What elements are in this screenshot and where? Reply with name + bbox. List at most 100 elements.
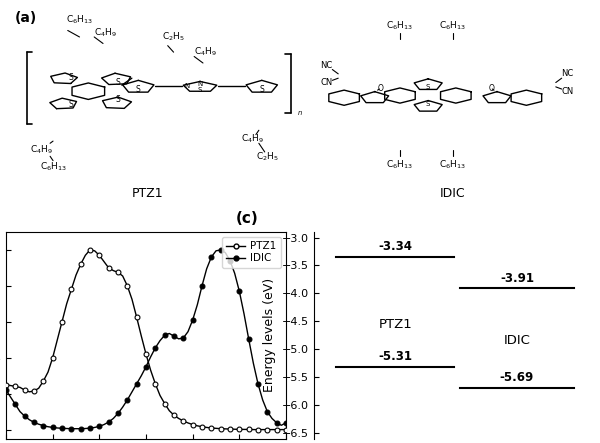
IDIC (152, 345, 159, 350)
IDIC (77, 426, 84, 431)
PTZ1 (2, 382, 10, 387)
Text: CN: CN (562, 87, 574, 96)
PTZ1 (170, 412, 178, 418)
Line: PTZ1: PTZ1 (4, 248, 289, 432)
IDIC (161, 333, 168, 338)
PTZ1 (40, 378, 47, 384)
IDIC (68, 426, 75, 431)
IDIC (226, 258, 233, 263)
IDIC (40, 423, 47, 428)
IDIC (142, 364, 149, 369)
Text: C$_4$H$_9$: C$_4$H$_9$ (241, 133, 265, 145)
IDIC (2, 387, 10, 392)
Text: C$_6$H$_{13}$: C$_6$H$_{13}$ (439, 20, 466, 32)
Text: S: S (116, 78, 121, 87)
PTZ1 (217, 426, 224, 431)
PTZ1 (189, 422, 196, 427)
IDIC (273, 420, 280, 425)
Text: S: S (136, 85, 140, 94)
Text: S: S (116, 95, 121, 105)
PTZ1 (49, 355, 56, 360)
IDIC (58, 426, 65, 431)
Text: C$_4$H$_9$: C$_4$H$_9$ (194, 46, 217, 58)
Text: N: N (184, 83, 190, 89)
IDIC (170, 334, 178, 339)
Y-axis label: Energy levels (eV): Energy levels (eV) (263, 278, 277, 392)
Text: CN: CN (320, 78, 332, 87)
PTZ1 (12, 384, 19, 389)
IDIC (208, 254, 215, 260)
Text: N: N (197, 81, 203, 87)
IDIC (189, 317, 196, 323)
Text: C$_6$H$_{13}$: C$_6$H$_{13}$ (386, 159, 413, 171)
IDIC (49, 425, 56, 430)
Text: NC: NC (562, 70, 574, 78)
Text: -5.69: -5.69 (500, 371, 534, 385)
PTZ1 (142, 351, 149, 357)
PTZ1 (236, 427, 243, 432)
IDIC (86, 425, 94, 431)
PTZ1 (115, 270, 122, 275)
Text: C$_6$H$_{13}$: C$_6$H$_{13}$ (40, 161, 67, 173)
Text: PTZ1: PTZ1 (379, 318, 412, 330)
Text: PTZ1: PTZ1 (131, 187, 163, 200)
IDIC (105, 420, 112, 425)
Text: O: O (377, 84, 383, 93)
PTZ1 (199, 424, 206, 429)
IDIC (236, 288, 243, 294)
IDIC (254, 381, 262, 386)
PTZ1 (133, 315, 140, 320)
Text: (c): (c) (236, 211, 259, 226)
IDIC (283, 420, 290, 425)
PTZ1 (264, 427, 271, 432)
PTZ1 (283, 427, 290, 432)
Text: S: S (68, 101, 73, 109)
Text: C$_6$H$_{13}$: C$_6$H$_{13}$ (439, 159, 466, 171)
PTZ1 (245, 427, 252, 432)
PTZ1 (254, 427, 262, 432)
PTZ1 (21, 387, 28, 392)
PTZ1 (58, 319, 65, 324)
Text: S: S (426, 84, 430, 90)
Text: S: S (198, 87, 202, 93)
PTZ1 (152, 381, 159, 386)
PTZ1 (161, 401, 168, 406)
Text: S: S (259, 85, 264, 94)
Text: O: O (488, 84, 494, 93)
Line: IDIC: IDIC (4, 248, 289, 431)
IDIC (180, 335, 187, 341)
PTZ1 (31, 389, 38, 394)
Text: C$_4$H$_9$: C$_4$H$_9$ (94, 27, 118, 39)
IDIC (31, 420, 38, 425)
IDIC (245, 336, 252, 342)
Text: IDIC: IDIC (503, 334, 530, 347)
PTZ1 (68, 287, 75, 292)
PTZ1 (124, 283, 131, 288)
Text: S: S (426, 101, 430, 107)
PTZ1 (86, 247, 94, 253)
Text: -5.31: -5.31 (378, 350, 412, 363)
IDIC (96, 424, 103, 429)
IDIC (115, 411, 122, 416)
PTZ1 (226, 427, 233, 432)
Text: $_n$: $_n$ (297, 108, 303, 118)
IDIC (21, 413, 28, 419)
PTZ1 (208, 425, 215, 431)
IDIC (199, 283, 206, 288)
PTZ1 (105, 265, 112, 271)
Text: IDIC: IDIC (440, 187, 466, 200)
IDIC (124, 397, 131, 403)
Text: C$_2$H$_5$: C$_2$H$_5$ (162, 31, 185, 43)
PTZ1 (96, 253, 103, 258)
IDIC (133, 381, 140, 386)
IDIC (217, 247, 224, 253)
IDIC (12, 402, 19, 407)
PTZ1 (77, 262, 84, 267)
PTZ1 (180, 418, 187, 424)
Text: S: S (68, 73, 73, 82)
Text: (a): (a) (15, 11, 37, 25)
Text: C$_2$H$_5$: C$_2$H$_5$ (256, 150, 279, 163)
Text: C$_4$H$_9$: C$_4$H$_9$ (30, 144, 53, 156)
IDIC (264, 409, 271, 414)
Text: C$_6$H$_{13}$: C$_6$H$_{13}$ (66, 13, 93, 26)
